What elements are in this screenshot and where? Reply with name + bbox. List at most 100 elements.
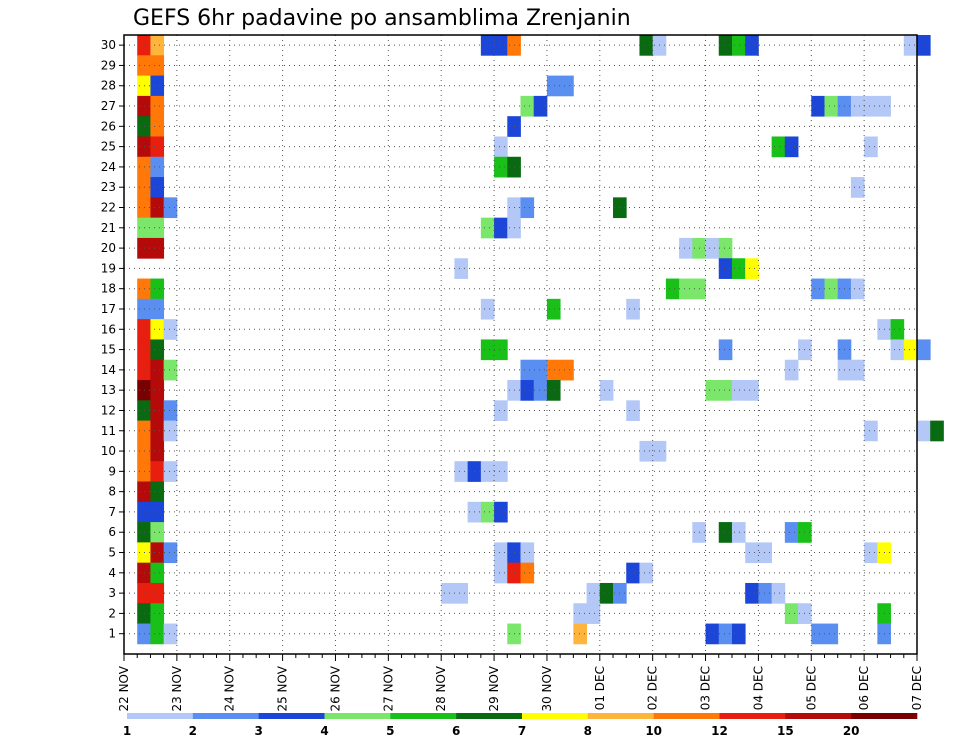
heatmap-cell: [573, 623, 587, 645]
heatmap-cell: [731, 522, 746, 543]
y-tick-label: 22: [101, 201, 116, 215]
colorbar-label: 4: [320, 724, 328, 738]
y-tick-label: 18: [101, 282, 116, 296]
y-tick-label: 6: [108, 525, 116, 539]
heatmap-cell: [520, 542, 535, 564]
colorbar: 1 2 3 4 5 6 7 8 10 12 15 20: [123, 713, 918, 738]
heatmap-cell: [890, 339, 905, 361]
colorbar-swatch: [785, 713, 852, 719]
heatmap-cell: [494, 217, 508, 239]
heatmap-cell: [150, 400, 165, 422]
heatmap-cell: [441, 582, 455, 604]
heatmap-cell: [150, 339, 165, 361]
colorbar-label: 8: [584, 724, 592, 738]
heatmap-cell: [494, 35, 508, 56]
y-tick-label: 15: [101, 343, 116, 357]
y-tick-label: 4: [108, 566, 116, 580]
x-tick-label: 27 NOV: [381, 665, 395, 711]
heatmap-cell: [745, 582, 759, 604]
x-tick-label: 23 NOV: [170, 665, 184, 711]
heatmap-cell: [480, 217, 495, 239]
y-tick-label: 13: [101, 383, 116, 397]
heatmap-cell: [150, 197, 165, 219]
colorbar-label: 10: [645, 724, 662, 738]
y-tick-label: 3: [108, 586, 116, 600]
colorbar-label: 2: [189, 724, 197, 738]
heatmap-cell: [150, 298, 165, 320]
heatmap-cell: [163, 319, 178, 340]
heatmap-cell: [163, 461, 178, 482]
heatmap-cell: [639, 35, 654, 56]
x-tick-label: 01 DEC: [593, 666, 607, 710]
colorbar-swatch: [324, 713, 391, 719]
heatmap-cell: [705, 237, 720, 259]
heatmap-cell: [745, 542, 759, 564]
x-tick-label: 29 NOV: [487, 665, 501, 711]
heatmap-cell: [494, 136, 508, 158]
heatmap-cell: [917, 339, 931, 361]
heatmap-cell: [718, 237, 733, 259]
heatmap-cell: [626, 400, 640, 422]
heatmap-cell: [864, 95, 878, 117]
heatmap-cell: [494, 400, 508, 422]
heatmap-cell: [150, 319, 165, 340]
heatmap-cell: [705, 380, 720, 401]
heatmap-cell: [639, 562, 654, 584]
heatmap-cell: [784, 522, 799, 543]
heatmap-cell: [758, 582, 773, 604]
heatmap-cell: [890, 319, 905, 340]
x-tick-label: 06 DEC: [857, 666, 871, 710]
x-tick-label: 25 NOV: [276, 665, 290, 711]
heatmap-cell: [718, 623, 733, 645]
x-tick-label: 02 DEC: [646, 666, 660, 710]
heatmap-cell: [665, 278, 680, 300]
heatmap-cell: [560, 359, 574, 381]
grid-lines: [124, 35, 917, 654]
colorbar-label: 15: [777, 724, 794, 738]
y-tick-label: 17: [101, 302, 116, 316]
y-tick-label: 5: [108, 546, 116, 560]
heatmap-cell: [560, 75, 574, 97]
heatmap-cell: [150, 75, 165, 97]
heatmap-cell: [903, 339, 918, 361]
y-tick-label: 7: [108, 505, 116, 519]
heatmap-cell: [679, 237, 693, 259]
heatmap-cell: [546, 359, 561, 381]
x-tick-label: 07 DEC: [910, 666, 924, 710]
heatmap-cell: [599, 380, 614, 401]
heatmap-cell: [586, 603, 601, 624]
heatmap-cell: [150, 501, 165, 523]
heatmap-cell: [150, 278, 165, 300]
colorbar-swatch: [522, 713, 589, 719]
heatmap-cell: [784, 136, 799, 158]
heatmap-cell: [150, 420, 165, 442]
heatmap-cell: [150, 562, 165, 584]
y-tick-label: 8: [108, 485, 116, 499]
heatmap-cell: [150, 522, 165, 543]
heatmap-cell: [150, 359, 165, 381]
heatmap-cell: [850, 278, 865, 300]
heatmap-cell: [150, 380, 165, 401]
heatmap-cell: [150, 237, 165, 259]
heatmap-cell: [586, 582, 601, 604]
x-tick-label: 03 DEC: [699, 666, 713, 710]
colorbar-swatch: [719, 713, 786, 719]
heatmap-cell: [745, 258, 759, 279]
y-tick-label: 2: [108, 606, 116, 620]
heatmap-cell: [533, 359, 548, 381]
heatmap-cell: [811, 623, 825, 645]
heatmap-cell: [494, 461, 508, 482]
heatmap-cell: [163, 623, 178, 645]
heatmap-cell: [480, 298, 495, 320]
heatmap-cell: [163, 400, 178, 422]
heatmap-cell: [454, 258, 469, 279]
heatmap-cell: [718, 35, 733, 56]
heatmap-cell: [520, 562, 535, 584]
heatmap-cell: [494, 501, 508, 523]
heatmap-cell: [163, 420, 178, 442]
heatmap-cell: [150, 461, 165, 482]
heatmap-cell: [150, 603, 165, 624]
heatmap-cell: [771, 136, 786, 158]
y-tick-label: 30: [101, 38, 116, 52]
heatmap-cell: [811, 278, 825, 300]
